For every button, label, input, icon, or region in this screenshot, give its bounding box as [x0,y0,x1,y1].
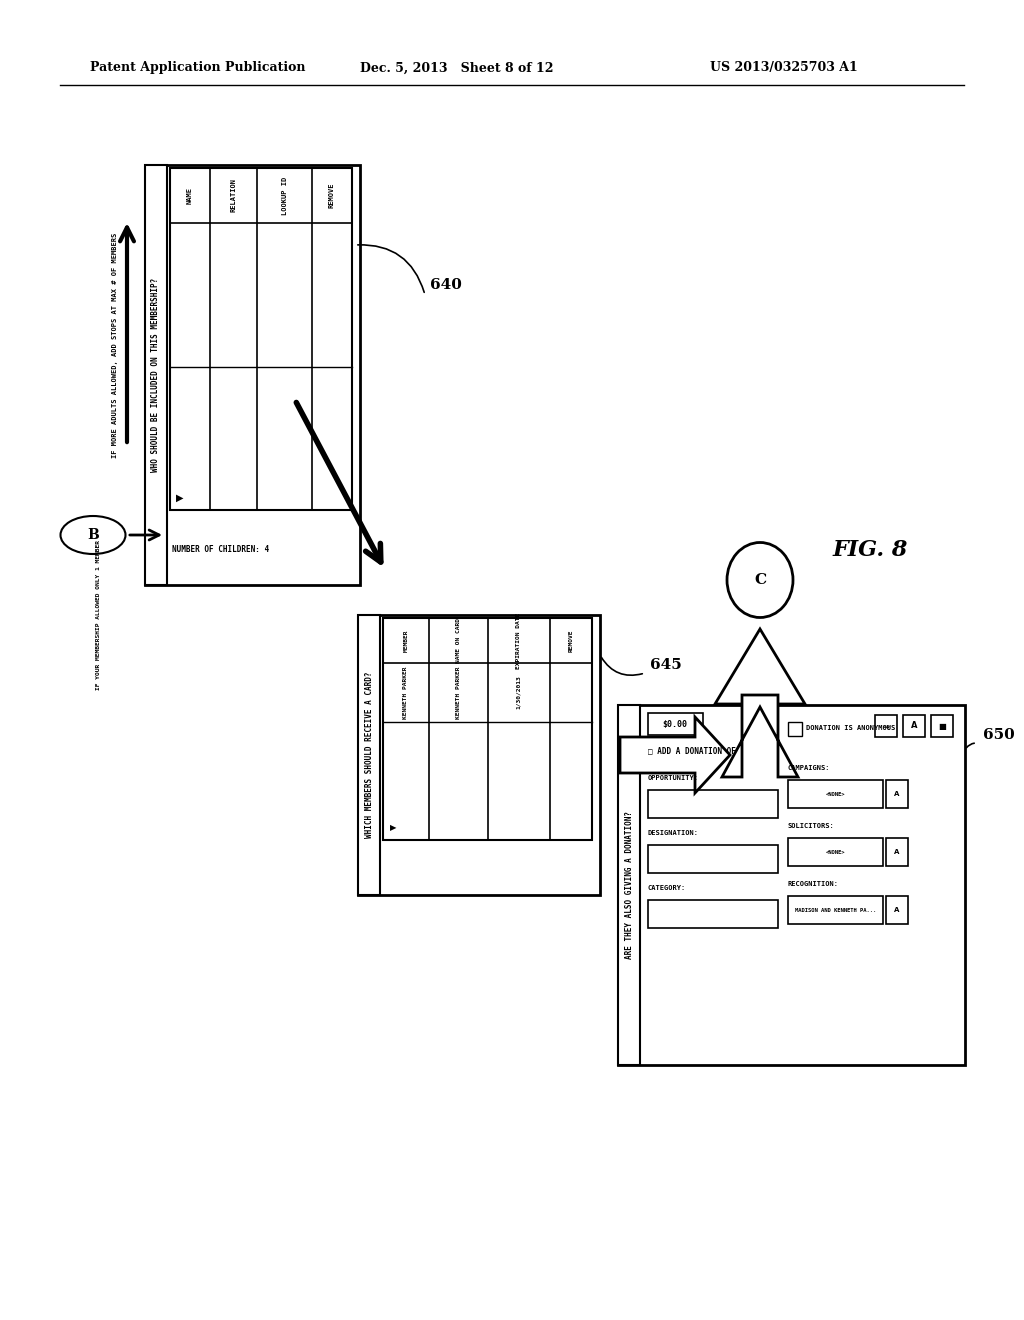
Text: □ ADD A DONATION OF: □ ADD A DONATION OF [648,747,736,755]
Text: NAME: NAME [187,187,193,205]
Bar [903,715,925,737]
Text: WHO SHOULD BE INCLUDED ON THIS MEMBERSHIP?: WHO SHOULD BE INCLUDED ON THIS MEMBERSHI… [152,279,161,473]
Polygon shape [715,630,805,704]
Text: ⇒: ⇒ [883,722,890,730]
Text: MEMBER: MEMBER [403,630,409,652]
Bar [788,838,883,866]
Text: 640: 640 [430,279,462,292]
Text: REMOVE: REMOVE [329,182,335,209]
Text: NUMBER OF CHILDREN: 4: NUMBER OF CHILDREN: 4 [172,545,269,554]
Text: <NONE>: <NONE> [825,792,845,796]
Text: FIG. 8: FIG. 8 [833,539,907,561]
Text: A: A [894,791,900,797]
Text: Dec. 5, 2013   Sheet 8 of 12: Dec. 5, 2013 Sheet 8 of 12 [360,62,554,74]
Bar [618,705,965,1065]
Bar [788,896,883,924]
Text: RELATION: RELATION [230,178,237,213]
Bar [788,722,802,737]
Bar [170,168,352,510]
Bar [648,845,778,873]
Text: US 2013/0325703 A1: US 2013/0325703 A1 [710,62,858,74]
Text: LOOKUP ID: LOOKUP ID [282,177,288,215]
Text: ▶: ▶ [176,492,183,503]
Text: <NONE>: <NONE> [825,850,845,854]
Bar [648,900,778,928]
Polygon shape [722,696,798,777]
Text: ■: ■ [938,722,946,730]
Text: EXPIRATION DATE: EXPIRATION DATE [516,612,521,669]
Bar [886,838,908,866]
Text: IF YOUR MEMBERSHIP ALLOWED ONLY 1 MEMBER: IF YOUR MEMBERSHIP ALLOWED ONLY 1 MEMBER [95,540,100,690]
Text: CATEGORY:: CATEGORY: [648,884,686,891]
Text: WHICH MEMBERS SHOULD RECEIVE A CARD?: WHICH MEMBERS SHOULD RECEIVE A CARD? [365,672,374,838]
Text: Patent Application Publication: Patent Application Publication [90,62,305,74]
Text: KENNETH PARKER: KENNETH PARKER [403,667,409,719]
Text: CAMPAIGNS:: CAMPAIGNS: [788,766,830,771]
Bar [648,713,703,735]
Bar [358,615,380,895]
Text: 650: 650 [983,729,1015,742]
Bar [886,780,908,808]
Text: ▶: ▶ [390,824,396,833]
Text: 1/30/2013: 1/30/2013 [516,676,521,709]
Bar [145,165,360,585]
Text: B: B [87,528,99,543]
Text: RECOGNITION:: RECOGNITION: [788,880,839,887]
Text: REMOVE: REMOVE [568,630,573,652]
Text: A: A [894,907,900,913]
Bar [931,715,953,737]
Text: ARE THEY ALSO GIVING A DONATION?: ARE THEY ALSO GIVING A DONATION? [625,810,634,960]
Text: KENNETH PARKER: KENNETH PARKER [456,667,461,719]
Text: C: C [754,573,766,587]
Bar [874,715,897,737]
Ellipse shape [60,516,126,554]
Text: OPPORTUNITY:: OPPORTUNITY: [648,775,699,781]
Polygon shape [620,717,730,793]
Text: A: A [894,849,900,855]
Text: A: A [910,722,918,730]
Bar [648,789,778,818]
Text: NAME ON CARD: NAME ON CARD [456,618,461,663]
Text: SOLICITORS:: SOLICITORS: [788,822,835,829]
Text: 645: 645 [650,657,682,672]
Bar [618,705,640,1065]
Text: IF MORE ADULTS ALLOWED, ADD STOPS AT MAX # OF MEMBERS: IF MORE ADULTS ALLOWED, ADD STOPS AT MAX… [112,232,118,458]
Text: DONATION IS ANONYMOUS: DONATION IS ANONYMOUS [806,725,895,731]
Bar [358,615,600,895]
Text: MADISON AND KENNETH PA...: MADISON AND KENNETH PA... [795,908,877,912]
Bar [886,896,908,924]
Text: DESIGNATION:: DESIGNATION: [648,830,699,836]
Bar [788,780,883,808]
Text: $0.00: $0.00 [663,719,687,729]
Bar [383,618,592,840]
Bar [145,165,167,585]
Ellipse shape [727,543,793,618]
